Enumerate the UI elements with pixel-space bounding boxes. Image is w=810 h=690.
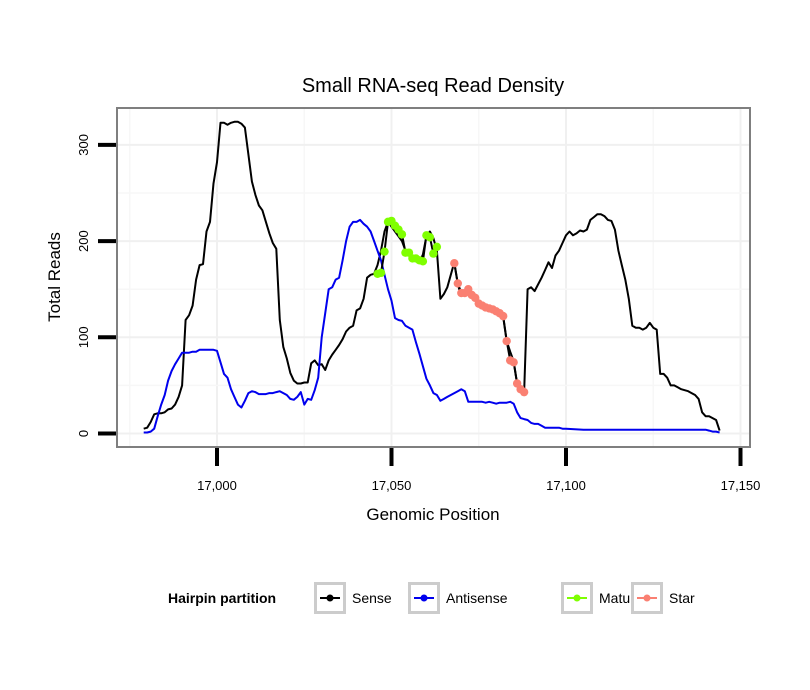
y-axis: 0 100 200 300 [76,134,116,437]
mature-point [380,247,389,256]
sense-legend-label: Sense [352,590,392,606]
plot-panel-background [117,108,750,447]
x-tick-label: 17,150 [721,478,761,493]
plot-panel-border [116,107,751,448]
antisense-line [143,218,720,434]
legend: Hairpin partition Sense Antisense Mature St… [168,582,695,614]
mature-point [418,257,428,266]
y-tick-label: 0 [76,430,91,437]
star-point [502,336,511,346]
x-axis-title: Genomic Position [366,505,499,524]
series-layer [143,120,721,434]
star-legend-label: Star [669,590,695,606]
mature-legend-point [573,594,581,602]
y-axis-title: Total Reads [45,232,64,322]
y-tick-label: 200 [76,230,91,252]
mature-point [376,268,386,278]
star-point [453,279,463,288]
x-axis: 17,000 17,050 17,100 17,150 [197,448,760,493]
star-legend-point [643,594,651,602]
antisense-legend-point [420,594,428,602]
sense-legend-point [326,594,334,602]
y-tick-label: 300 [76,134,91,156]
mature-point [425,233,435,242]
mature-point [429,249,438,258]
mature-point [397,230,407,239]
star-point [509,358,518,367]
star-point [519,387,529,397]
y-tick-label: 100 [76,326,91,348]
x-tick-label: 17,100 [546,478,586,493]
x-tick-label: 17,050 [372,478,412,493]
antisense-legend-label: Antisense [446,590,508,606]
x-tick-label: 17,000 [197,478,237,493]
star-point [498,311,508,321]
legend-title: Hairpin partition [168,590,276,606]
star-point [450,259,459,268]
mature-point [432,242,442,252]
chart-title: Small RNA-seq Read Density [302,75,564,97]
